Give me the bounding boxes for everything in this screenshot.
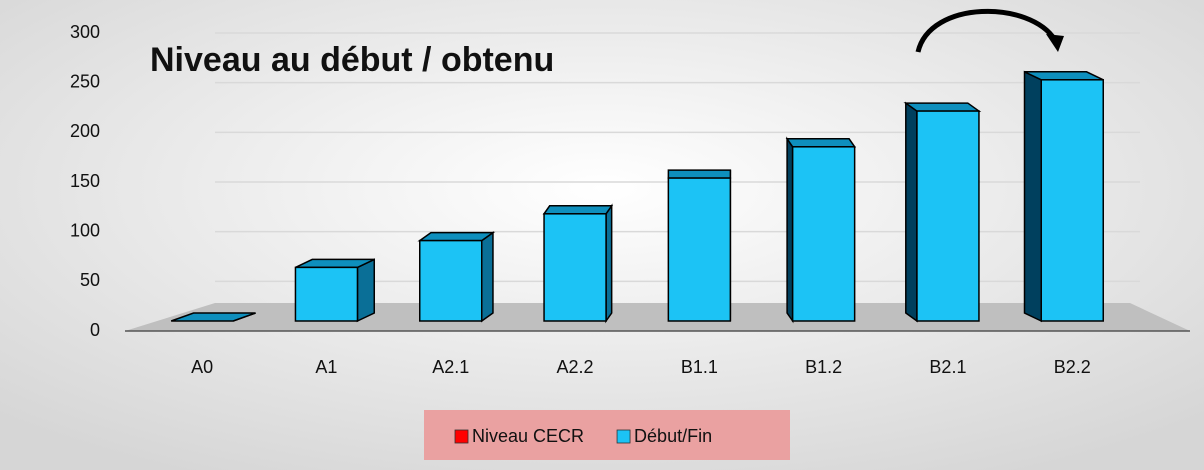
bar [916, 110, 980, 322]
bar [1040, 79, 1104, 322]
bar-top [667, 169, 732, 179]
legend-swatch [454, 429, 469, 444]
bar-side [481, 231, 494, 323]
x-tick-label: B1.1 [681, 357, 718, 377]
x-tick-label: A0 [191, 357, 213, 377]
x-tick-label: B2.1 [929, 357, 966, 377]
x-tick-label: A2.1 [432, 357, 469, 377]
arrow-head [1046, 34, 1064, 52]
chart-title: Niveau au début / obtenu [150, 41, 554, 79]
legend [424, 410, 790, 460]
bar-side [356, 258, 376, 323]
bar-side [905, 101, 918, 323]
bar [667, 177, 732, 322]
plot [170, 70, 1104, 324]
y-tick-label: 100 [70, 220, 100, 240]
bar-top [417, 231, 496, 242]
bar-side [605, 203, 613, 324]
bar [791, 146, 856, 322]
bar-top [170, 312, 256, 322]
x-tick-label: B1.2 [805, 357, 842, 377]
arrow [915, 8, 1058, 53]
x-tick-label: A2.2 [557, 357, 594, 377]
legend-swatch [616, 429, 631, 444]
y-tick-label: 250 [70, 71, 100, 91]
bar-top [542, 205, 614, 215]
bar-top [903, 102, 982, 112]
y-tick-label: 300 [70, 22, 100, 42]
bar [543, 213, 607, 322]
x-tick-label: B2.2 [1054, 357, 1091, 377]
bar-side [786, 136, 794, 324]
y-tick-label: 200 [70, 121, 100, 141]
legend-label: Début/Fin [634, 426, 712, 446]
y-tick-label: 50 [80, 270, 100, 290]
legend-label: Niveau CECR [472, 426, 584, 446]
bar-top [785, 138, 857, 148]
bar [294, 266, 359, 322]
bar [419, 239, 483, 322]
x-tick-label: A1 [315, 357, 337, 377]
y-tick-label: 150 [70, 171, 100, 191]
y-tick-label: 0 [90, 320, 100, 340]
bar-side [1023, 70, 1042, 323]
